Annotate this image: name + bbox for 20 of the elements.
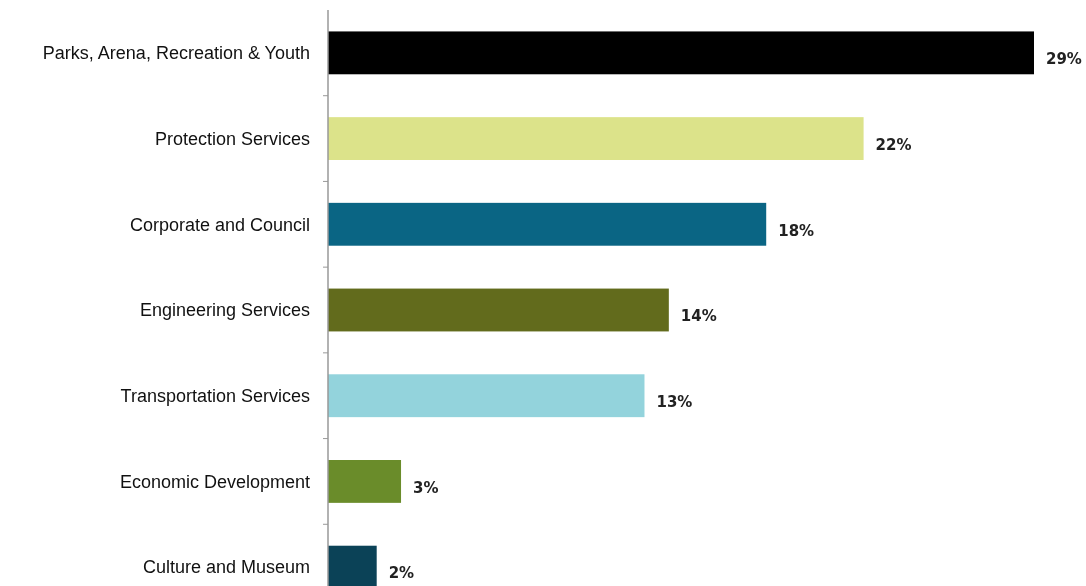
- data-label: 14%: [680, 307, 717, 326]
- y-tick-label: Parks, Arena, Recreation & Youth: [42, 43, 310, 64]
- bar: [328, 117, 864, 160]
- y-tick-label: Protection Services: [154, 128, 310, 149]
- bar: [328, 374, 645, 418]
- data-label: 2%: [388, 564, 415, 583]
- data-label: 3%: [413, 478, 439, 497]
- bar: [328, 31, 1034, 75]
- y-tick-label: Transportation Services: [120, 386, 310, 407]
- bar: [328, 288, 669, 332]
- data-label: 13%: [656, 392, 693, 411]
- y-tick-label: Economic Development: [119, 471, 310, 492]
- y-tick-label: Engineering Services: [139, 300, 310, 321]
- y-tick-label: Corporate and Council: [129, 214, 310, 235]
- y-tick-label: Culture and Museum: [142, 557, 310, 578]
- data-label: 22%: [875, 135, 912, 154]
- data-label: 29%: [1046, 50, 1082, 69]
- bar: [328, 460, 402, 503]
- bar: [328, 202, 767, 246]
- data-label: 18%: [778, 221, 815, 240]
